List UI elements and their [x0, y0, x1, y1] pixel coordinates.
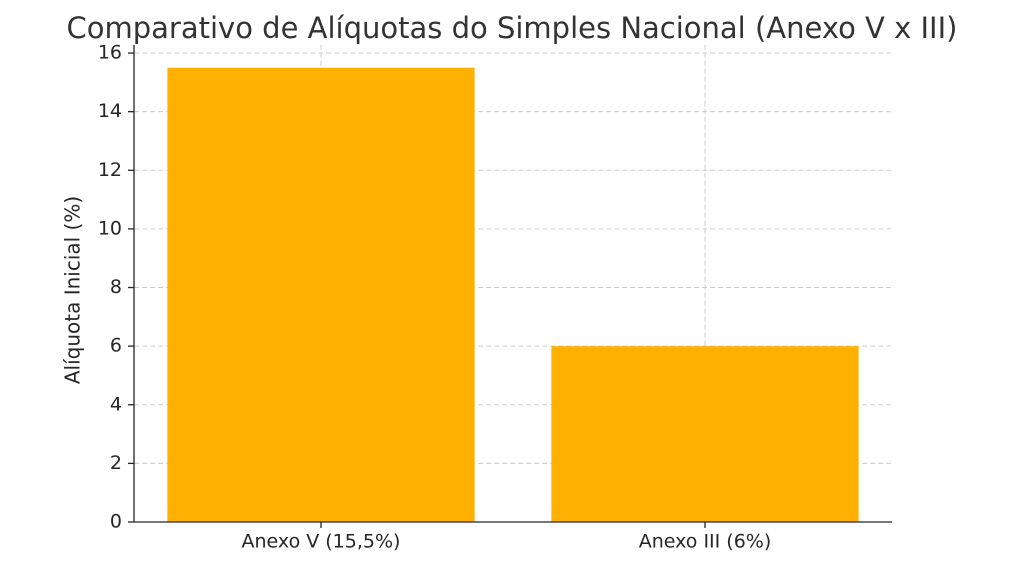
x-tick-label: Anexo V (15,5%): [242, 531, 401, 553]
y-tick-label: 8: [110, 276, 122, 298]
y-tick-label: 12: [98, 159, 122, 181]
bar: [167, 67, 475, 522]
chart-title: Comparativo de Alíquotas do Simples Naci…: [67, 11, 958, 45]
y-tick-label: 16: [98, 42, 122, 64]
y-tick-label: 0: [110, 511, 122, 533]
y-tick-label: 4: [110, 393, 122, 415]
bar: [551, 346, 859, 522]
y-tick-label: 10: [98, 217, 122, 239]
x-tick-label: Anexo III (6%): [639, 531, 772, 553]
y-tick-label: 2: [110, 452, 122, 474]
y-tick-label: 6: [110, 335, 122, 357]
y-axis-label: Alíquota Inicial (%): [61, 196, 85, 384]
y-tick-label: 14: [98, 100, 122, 122]
